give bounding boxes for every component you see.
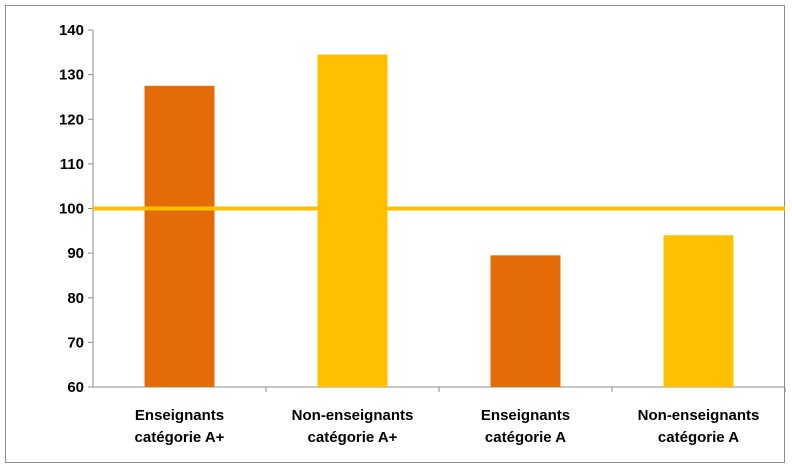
y-tick-label: 100 [59, 201, 84, 218]
x-category-label-line: Non-enseignants [292, 407, 414, 424]
x-category-label-line: Enseignants [481, 407, 570, 424]
x-category-label: Non-enseignants catégorie A [638, 407, 760, 446]
bar [317, 54, 388, 387]
bar [144, 85, 215, 387]
y-tick-label: 90 [67, 245, 84, 262]
y-tick-label: 130 [59, 67, 84, 84]
y-tick-label: 60 [67, 379, 84, 396]
y-tick-label: 70 [67, 334, 84, 351]
y-tick-label: 80 [67, 290, 84, 307]
x-category-label: Enseignants catégorie A [481, 407, 570, 446]
y-tick-label: 110 [60, 156, 84, 173]
x-category-label-line: catégorie A+ [135, 429, 225, 446]
x-category-label: Enseignants catégorie A+ [135, 407, 225, 446]
x-category-label-line: catégorie A [485, 429, 566, 446]
x-category-label-line: catégorie A+ [308, 429, 398, 446]
x-category-label-line: Enseignants [135, 407, 224, 424]
bar [490, 255, 561, 387]
x-category-label-line: catégorie A [658, 429, 739, 446]
x-category-label: Non-enseignants catégorie A+ [292, 407, 414, 446]
y-tick-label: 120 [59, 111, 84, 128]
x-category-label-line: Non-enseignants [638, 407, 760, 424]
y-tick-label: 140 [59, 22, 84, 39]
bar [663, 235, 734, 387]
